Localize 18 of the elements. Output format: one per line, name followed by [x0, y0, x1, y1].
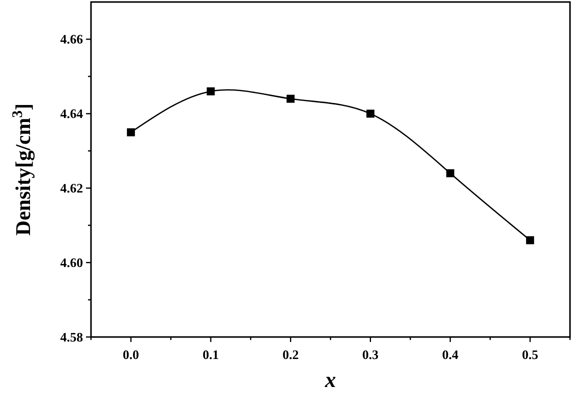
point — [206, 87, 215, 96]
x-axis-title: x — [324, 367, 336, 392]
y-tick-label: 4.58 — [60, 330, 84, 344]
y-tick-label: 4.60 — [60, 255, 83, 270]
x-tick-label: 0.0 — [122, 347, 140, 362]
x-tick-label: 0.1 — [202, 347, 219, 362]
x-tick-label: 0.2 — [282, 347, 299, 362]
point — [366, 110, 374, 118]
point — [526, 236, 534, 244]
x-tick-label: 0.5 — [522, 347, 539, 362]
point — [286, 94, 295, 103]
point — [446, 169, 454, 178]
y-tick-label: 4.62 — [60, 180, 83, 196]
x-tick-label: 0.3 — [362, 347, 380, 362]
point — [126, 128, 135, 136]
y-tick-label: 4.64 — [60, 106, 84, 122]
y-tick-label: 4.66 — [60, 32, 84, 47]
x-tick-label: 0.4 — [442, 347, 459, 362]
